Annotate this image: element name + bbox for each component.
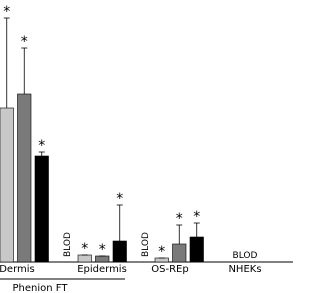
bar bbox=[17, 93, 32, 263]
bar bbox=[189, 236, 204, 263]
blod-label: BLOD bbox=[63, 232, 73, 257]
x-tick-label: Dermis bbox=[0, 264, 35, 275]
bar bbox=[34, 155, 49, 263]
significance-marker: * bbox=[38, 138, 45, 154]
x-tick-label: NHEKs bbox=[228, 264, 261, 275]
bar bbox=[0, 107, 14, 263]
bar bbox=[172, 243, 187, 263]
significance-marker: * bbox=[3, 4, 10, 20]
significance-marker: * bbox=[116, 191, 123, 207]
blod-label: BLOD bbox=[141, 232, 151, 257]
significance-marker: * bbox=[193, 209, 200, 225]
blod-label: BLOD bbox=[233, 251, 258, 261]
bar bbox=[112, 240, 127, 263]
significance-marker: * bbox=[81, 241, 88, 257]
x-tick-label: OS-REp bbox=[151, 264, 188, 275]
significance-marker: * bbox=[158, 244, 165, 260]
x-tick-label: Epidermis bbox=[77, 264, 127, 275]
significance-marker: * bbox=[99, 242, 106, 258]
group-label: Phenion FT bbox=[13, 283, 69, 293]
significance-marker: * bbox=[21, 34, 28, 50]
chart: Phenion FT Dermis * * * Epidermis * * * OS-REp * *… bbox=[0, 4, 293, 293]
significance-marker: * bbox=[176, 211, 183, 227]
